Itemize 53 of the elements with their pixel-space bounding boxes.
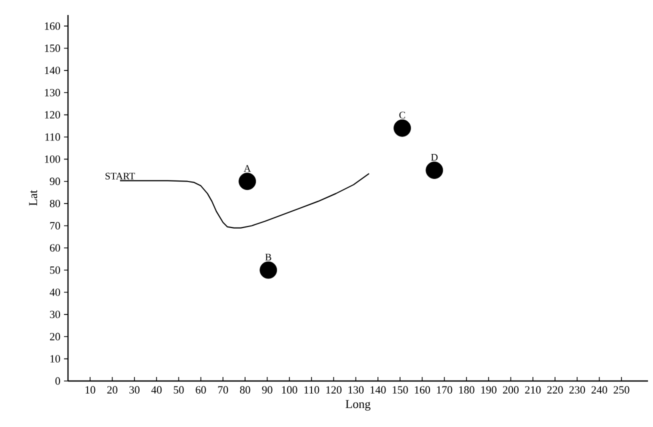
- x-tick-label: 120: [326, 386, 342, 394]
- y-tick-label: 130: [44, 88, 60, 96]
- y-tick-label: 160: [44, 22, 60, 30]
- x-tick-label: 130: [348, 386, 364, 394]
- y-tick-label: 60: [50, 244, 60, 252]
- x-tick-label: 190: [481, 386, 496, 394]
- y-tick-label: 40: [50, 288, 60, 296]
- annotation: A: [244, 165, 251, 172]
- x-tick-label: 140: [370, 386, 386, 394]
- x-tick-label: 30: [129, 386, 140, 394]
- x-tick-label: 10: [86, 386, 96, 394]
- y-tick-label: 70: [50, 222, 60, 230]
- y-tick-label: 50: [50, 266, 60, 274]
- x-axis-title: Long: [346, 400, 370, 411]
- y-tick-label: 140: [44, 66, 60, 74]
- point: [238, 172, 256, 190]
- x-tick-label: 150: [392, 386, 408, 394]
- annotation: START: [106, 172, 135, 180]
- point: [426, 162, 444, 179]
- x-tick-label: 50: [174, 386, 184, 394]
- x-tick-label: 100: [282, 386, 298, 394]
- y-tick-label: 0: [55, 377, 60, 385]
- x-tick-label: 40: [151, 386, 162, 394]
- annotation: B: [265, 254, 272, 260]
- x-tick-label: 200: [502, 386, 519, 394]
- y-tick-label: 10: [50, 355, 60, 363]
- x-tick-label: 240: [592, 386, 608, 394]
- y-tick-label: 150: [44, 44, 60, 52]
- annotation: C: [399, 112, 406, 118]
- x-tick-label: 180: [459, 386, 474, 394]
- annotation: D: [431, 154, 438, 161]
- y-tick-label: 120: [44, 111, 60, 119]
- y-tick-label: 100: [44, 155, 60, 163]
- y-axis-title: Lat: [29, 190, 38, 206]
- y-tick-label: 30: [50, 310, 60, 318]
- point: [394, 119, 411, 137]
- y-tick-label: 20: [50, 332, 60, 340]
- y-tick-label: 80: [50, 200, 60, 208]
- x-tick-label: 110: [304, 386, 320, 394]
- x-tick-label: 90: [262, 386, 272, 394]
- x-tick-label: 230: [569, 386, 585, 394]
- x-tick-label: 160: [414, 386, 430, 394]
- x-tick-label: 80: [240, 386, 250, 394]
- y-tick-label: 90: [50, 178, 60, 186]
- x-tick-label: 250: [614, 386, 630, 394]
- y-tick-label: 110: [45, 133, 60, 141]
- x-tick-label: 60: [196, 386, 206, 394]
- x-tick-label: 210: [525, 386, 541, 394]
- x-tick-label: 20: [107, 386, 118, 394]
- point: [260, 261, 278, 279]
- x-tick-label: 220: [547, 386, 563, 394]
- x-tick-label: 70: [218, 386, 228, 394]
- x-tick-label: 170: [437, 386, 452, 394]
